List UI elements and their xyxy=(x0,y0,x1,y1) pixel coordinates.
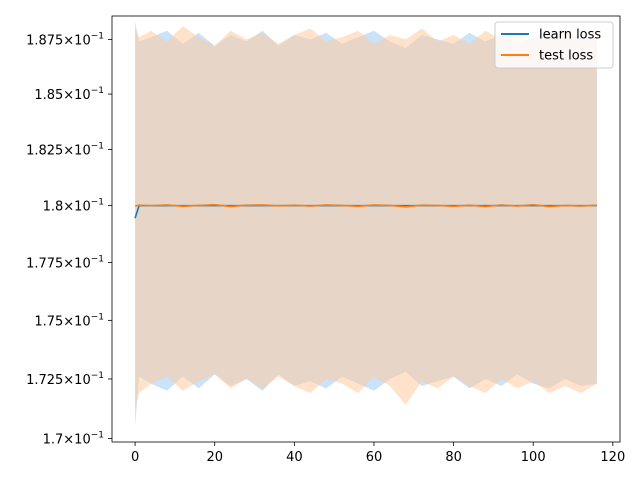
x-tick-label: 20 xyxy=(206,450,223,465)
y-tick-label: 1.775×10−1 xyxy=(26,255,104,272)
y-tick-label: 1.725×10−1 xyxy=(26,371,104,388)
x-tick-label: 40 xyxy=(286,450,303,465)
legend-label: test loss xyxy=(539,49,593,64)
x-axis: 0 20 40 60 80 100 120 xyxy=(131,442,625,465)
x-tick-label: 0 xyxy=(131,450,139,465)
confidence-bands xyxy=(135,22,597,427)
x-tick-label: 100 xyxy=(521,450,546,465)
band-series-1 xyxy=(135,26,597,410)
line-series-1 xyxy=(134,203,597,208)
x-tick-label: 60 xyxy=(366,450,383,465)
legend-label: learn loss xyxy=(539,28,601,43)
y-tick-label: 1.7×10−1 xyxy=(43,430,104,447)
y-tick-label: 1.85×10−1 xyxy=(34,86,104,103)
y-tick-label: 1.875×10−1 xyxy=(26,31,104,48)
y-tick-label: 1.8×10−1 xyxy=(43,198,104,215)
y-tick-label: 1.75×10−1 xyxy=(34,312,104,329)
y-tick-label: 1.825×10−1 xyxy=(26,141,104,158)
plot-frame xyxy=(111,15,621,443)
y-axis: 1.7×10−1 1.725×10−1 1.75×10−1 1.775×10−1 1.8… xyxy=(26,31,112,447)
x-tick-label: 80 xyxy=(445,450,462,465)
legend: learn loss test loss xyxy=(494,21,614,69)
x-tick-label: 120 xyxy=(600,450,625,465)
series-lines xyxy=(134,203,597,219)
